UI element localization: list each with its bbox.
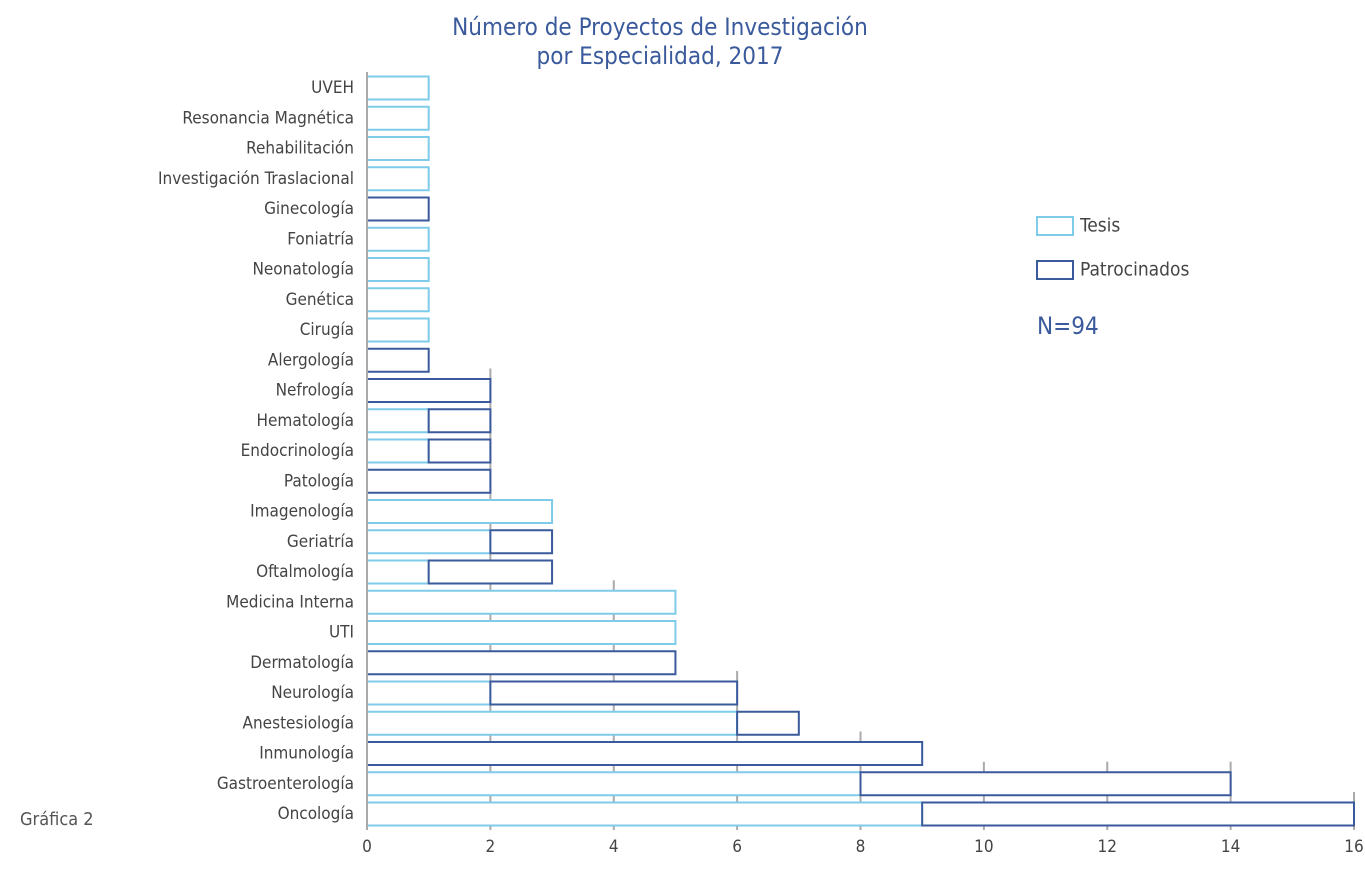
y-tick-label: Alergología	[268, 350, 354, 370]
bar	[366, 287, 430, 313]
bar	[736, 710, 800, 736]
bar	[489, 680, 739, 706]
y-tick-label: Oncología	[278, 804, 354, 824]
bar	[366, 771, 862, 797]
bar	[366, 226, 430, 252]
bar	[366, 136, 430, 161]
bar	[921, 801, 1355, 827]
y-tick-label: Rehabilitación	[246, 139, 354, 159]
y-tick-label: Resonancia Magnética	[182, 108, 354, 128]
bar	[366, 559, 430, 585]
y-tick-label: Geriatría	[287, 532, 354, 552]
y-tick-label: Nefrología	[276, 381, 354, 401]
y-tick-label: Dermatología	[250, 653, 354, 673]
bar	[366, 680, 492, 706]
x-tick-label: 12	[1098, 837, 1117, 857]
y-tick-label: Hematología	[257, 411, 354, 431]
bar	[366, 196, 430, 222]
chart-title: por Especialidad, 2017	[537, 42, 784, 70]
bar	[427, 408, 492, 434]
bar	[366, 105, 430, 131]
y-tick-label: Ginecología	[264, 199, 354, 219]
bar	[366, 589, 677, 615]
bar	[366, 408, 430, 434]
x-tick-label: 4	[609, 837, 619, 857]
bar	[859, 771, 1232, 797]
y-tick-label: Oftalmología	[256, 562, 354, 582]
annotation: N=94	[1037, 312, 1099, 340]
x-tick-label: 2	[486, 837, 496, 857]
y-tick-label: UVEH	[311, 78, 354, 98]
x-tick-label: 10	[974, 837, 993, 857]
y-tick-label: Neonatología	[252, 260, 354, 280]
bar	[366, 438, 430, 464]
y-tick-label: Genética	[286, 290, 354, 310]
y-tick-label: Neurología	[271, 683, 354, 703]
legend-swatch	[1036, 260, 1074, 280]
y-tick-label: Cirugía	[300, 320, 354, 340]
bar	[366, 317, 430, 343]
x-tick-label: 16	[1344, 837, 1363, 857]
legend-swatch	[1036, 216, 1074, 236]
y-tick-label: Gastroenterología	[217, 774, 354, 794]
bar	[366, 650, 677, 676]
chart-title: Número de Proyectos de Investigación	[452, 13, 868, 41]
bar	[366, 620, 677, 645]
y-tick-label: Investigación Traslacional	[158, 169, 354, 189]
bar	[489, 529, 554, 555]
x-tick-label: 14	[1221, 837, 1240, 857]
bar	[366, 468, 492, 494]
bar	[427, 559, 554, 585]
y-tick-label: Medicina Interna	[226, 592, 354, 612]
x-tick-label: 8	[856, 837, 866, 857]
bar	[366, 710, 739, 736]
bar	[366, 347, 430, 373]
y-tick-label: Anestesiología	[243, 713, 354, 733]
bar	[427, 438, 492, 464]
bar	[366, 378, 492, 403]
bar	[366, 257, 430, 282]
legend-label: Tesis	[1079, 215, 1120, 237]
bar	[366, 166, 430, 192]
x-tick-label: 0	[362, 837, 372, 857]
x-tick-label: 6	[732, 837, 742, 857]
bar	[366, 741, 924, 766]
y-tick-label: Imagenología	[250, 502, 354, 522]
y-tick-label: UTI	[329, 623, 354, 643]
bar	[366, 75, 430, 101]
annotation: Gráfica 2	[20, 809, 94, 830]
bar	[366, 499, 554, 524]
bar	[366, 529, 492, 555]
y-tick-label: Foniatría	[287, 229, 354, 249]
bar	[366, 801, 924, 827]
y-tick-label: Endocrinología	[241, 441, 354, 461]
legend-label: Patrocinados	[1080, 259, 1189, 281]
y-tick-label: Inmunología	[259, 744, 354, 764]
y-tick-label: Patología	[284, 471, 354, 491]
